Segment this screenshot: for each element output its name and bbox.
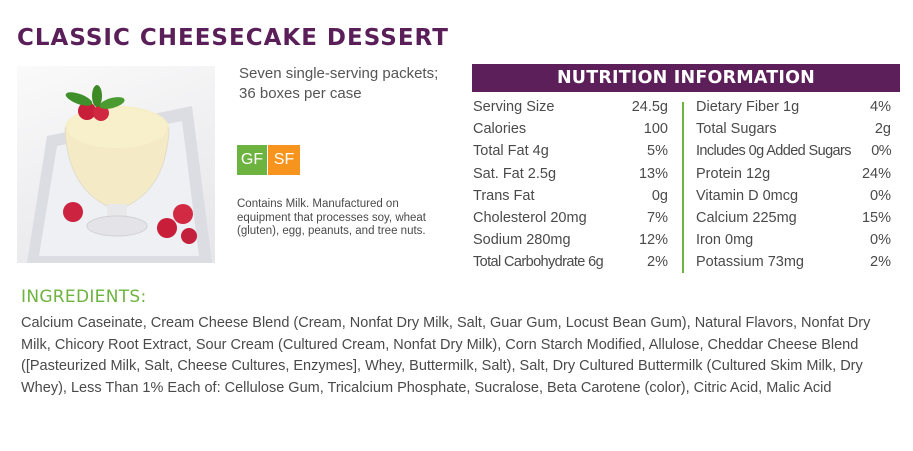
nutrition-row: Calories 100 [473, 118, 668, 140]
nutrient-value: 5% [647, 143, 668, 160]
nutrient-label: Sodium 280mg [473, 232, 571, 249]
nutrient-label: Protein 12g [696, 165, 771, 182]
diet-badges: GF SF [237, 145, 300, 175]
nutrient-value: 24% [861, 165, 891, 182]
nutrient-label: Sat. Fat 2.5g [473, 165, 557, 182]
nutrient-label: Total Fat 4g [473, 143, 549, 160]
nutrition-row: Potassium 73mg 2% [696, 251, 891, 273]
nutrition-row: Sat. Fat 2.5g 13% [473, 163, 668, 185]
nutrition-row: Total Fat 4g 5% [473, 140, 668, 162]
nutrition-left-column: Serving Size 24.5g Calories 100 Total Fat … [472, 96, 668, 274]
nutrition-row: Trans Fat 0g [473, 185, 668, 207]
gluten-free-badge: GF [237, 145, 267, 175]
nutrition-row: Total Sugars 2g [696, 118, 891, 140]
sugar-free-badge: SF [268, 145, 300, 175]
nutrient-label: Vitamin D 0mcg [696, 187, 799, 204]
nutrition-row: Sodium 280mg 12% [473, 229, 668, 251]
nutrition-row: Iron 0mg 0% [696, 229, 891, 251]
nutrient-label: Calcium 225mg [696, 209, 797, 226]
nutrient-label: Serving Size [473, 99, 555, 115]
nutrition-row: Total Carbohydrate 6g 2% [473, 251, 668, 273]
nutrition-row: Includes 0g Added Sugars 0% [696, 140, 892, 162]
nutrient-value: 7% [647, 209, 668, 226]
nutrient-label: Total Carbohydrate 6g [473, 254, 604, 271]
nutrient-value: 2% [870, 254, 891, 271]
product-photo [17, 66, 215, 263]
package-description: Seven single-serving packets; 36 boxes p… [239, 65, 439, 102]
nutrition-row: Serving Size 24.5g [473, 96, 668, 118]
nutrient-value: 2g [874, 121, 891, 138]
nutrition-header: NUTRITION INFORMATION [472, 64, 900, 92]
allergen-note: Contains Milk. Manufactured on equipment… [237, 198, 427, 237]
nutrition-row: Vitamin D 0mcg 0% [696, 185, 891, 207]
nutrient-label: Trans Fat [473, 187, 535, 204]
nutrient-label: Iron 0mg [696, 232, 754, 249]
nutrition-row: Cholesterol 20mg 7% [473, 207, 668, 229]
nutrient-label: Potassium 73mg [696, 254, 804, 271]
nutrition-row: Calcium 225mg 15% [696, 207, 891, 229]
nutrient-value: 13% [638, 165, 668, 182]
column-divider [682, 102, 684, 273]
nutrient-value: 0% [870, 232, 891, 249]
nutrient-label: Dietary Fiber 1g [696, 99, 800, 115]
nutrient-label: Calories [473, 121, 527, 138]
nutrition-columns: Serving Size 24.5g Calories 100 Total Fat … [472, 96, 900, 274]
nutrition-row: Protein 12g 24% [696, 163, 891, 185]
nutrient-value: 0g [651, 187, 668, 204]
nutrient-value: 4% [870, 99, 891, 115]
nutrition-right-column: Dietary Fiber 1g 4% Total Sugars 2g Includ… [696, 96, 892, 274]
nutrition-row: Dietary Fiber 1g 4% [696, 96, 891, 118]
ingredients-heading: INGREDIENTS: [21, 287, 147, 307]
nutrient-value: 0% [871, 143, 891, 160]
nutrient-value: 100 [643, 121, 668, 138]
nutrient-value: 0% [870, 187, 891, 204]
ingredients-list: Calcium Caseinate, Cream Cheese Blend (C… [21, 315, 871, 396]
cheesecake-image-illustration [27, 85, 212, 263]
nutrient-value: 12% [638, 232, 668, 249]
nutrient-label: Total Sugars [696, 121, 777, 138]
nutrition-panel: NUTRITION INFORMATION Serving Size 24.5g … [472, 64, 900, 274]
nutrient-value: 15% [861, 209, 891, 226]
nutrient-label: Includes 0g Added Sugars [696, 143, 852, 160]
product-title: CLASSIC CHEESECAKE DESSERT [17, 25, 449, 51]
nutrient-value: 24.5g [631, 99, 668, 115]
nutrient-label: Cholesterol 20mg [473, 209, 587, 226]
nutrient-value: 2% [647, 254, 668, 271]
